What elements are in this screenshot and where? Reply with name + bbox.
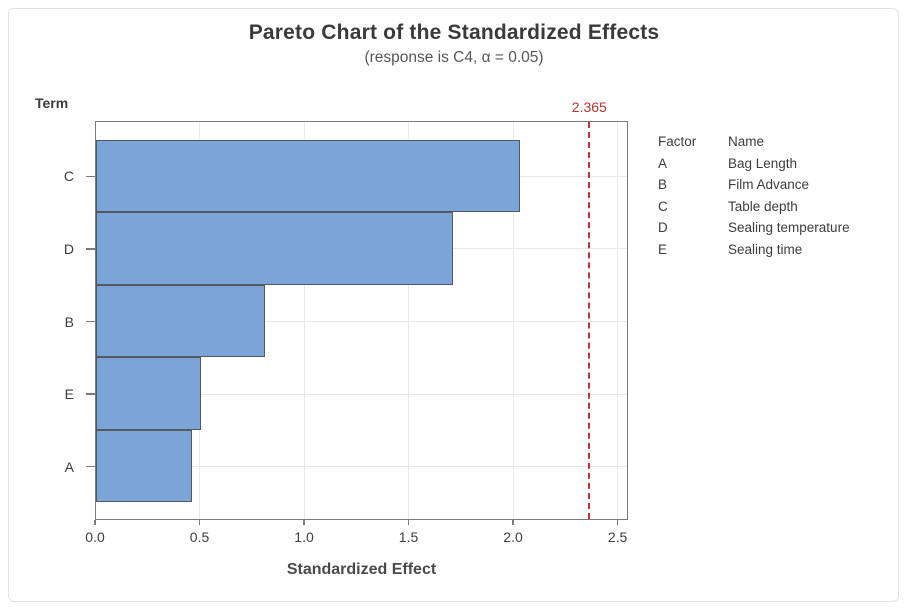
plot-area — [95, 121, 628, 520]
y-axis-title: Term — [35, 95, 69, 111]
x-tick-mark — [512, 520, 514, 525]
y-category-label-B: B — [64, 313, 74, 330]
legend-row-D: D Sealing temperature — [658, 217, 850, 239]
gridline-horizontal — [96, 466, 627, 468]
legend-name: Sealing temperature — [728, 220, 850, 235]
factor-legend: Factor Name A Bag Length B Film Advance C Table… — [658, 131, 850, 260]
legend-factor: E — [658, 241, 668, 257]
legend-row-B: B Film Advance — [658, 174, 850, 196]
reference-line — [588, 122, 591, 519]
legend-header-factor: Factor — [658, 134, 697, 149]
chart-subtitle: (response is C4, α = 0.05) — [364, 49, 544, 66]
x-tick-mark — [407, 520, 410, 525]
bar-B — [96, 284, 266, 358]
x-tick-mark — [303, 520, 305, 525]
legend-row-C: C Table depth — [658, 196, 850, 218]
legend-header-row: Factor Name — [658, 131, 850, 153]
legend-name: Film Advance — [728, 177, 810, 192]
legend-name: Bag Length — [728, 155, 798, 171]
legend-factor: C — [658, 198, 668, 214]
x-tick-label-1.0: 1.0 — [294, 529, 314, 545]
legend-factor: D — [658, 220, 668, 235]
y-tick-mark — [86, 465, 95, 468]
legend-header-name: Name — [728, 134, 765, 149]
x-axis-title: Standardized Effect — [286, 561, 437, 578]
y-tick-mark — [86, 320, 95, 323]
x-tick-label-2.0: 2.0 — [503, 529, 523, 545]
bar-C — [96, 139, 521, 213]
gridline-vertical — [408, 122, 410, 519]
bar-E — [96, 357, 201, 430]
x-tick-mark — [94, 520, 96, 525]
y-tick-mark — [86, 393, 95, 395]
y-category-label-E: E — [64, 386, 74, 403]
reference-line-label: 2.365 — [571, 99, 607, 115]
legend-row-A: A Bag Length — [658, 153, 850, 175]
bar-A — [96, 429, 193, 503]
legend-name: Sealing time — [728, 241, 803, 257]
gridline-vertical — [303, 122, 305, 519]
x-tick-label-0.5: 0.5 — [189, 529, 210, 545]
legend-row-E: E Sealing time — [658, 239, 850, 261]
x-tick-label-0.0: 0.0 — [85, 529, 105, 545]
y-tick-mark — [86, 248, 95, 250]
gridline-horizontal — [96, 321, 627, 322]
y-category-label-A: A — [64, 458, 74, 475]
x-tick-mark — [616, 520, 619, 525]
x-tick-mark — [198, 520, 201, 525]
gridline-horizontal — [96, 393, 627, 395]
legend-factor: B — [658, 177, 668, 192]
gridline-vertical — [512, 122, 514, 519]
gridline-vertical — [617, 122, 619, 519]
x-tick-label-2.5: 2.5 — [607, 529, 628, 545]
bar-D — [96, 212, 454, 285]
legend-name: Table depth — [728, 198, 798, 214]
y-category-label-D: D — [63, 240, 74, 257]
y-category-label-C: C — [63, 168, 74, 185]
legend-factor: A — [658, 155, 668, 171]
x-tick-label-1.5: 1.5 — [398, 529, 419, 545]
y-tick-mark — [86, 175, 95, 178]
chart-title: Pareto Chart of the Standardized Effects — [248, 21, 660, 44]
